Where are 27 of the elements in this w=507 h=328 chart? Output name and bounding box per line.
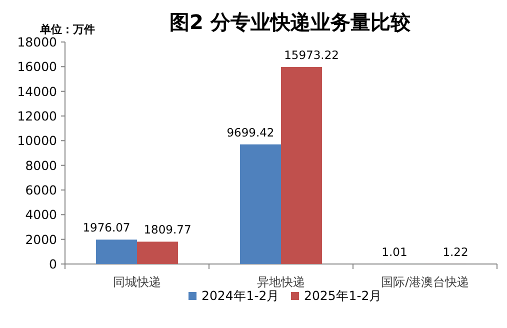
data-label: 1976.07 (82, 220, 130, 235)
y-tick-label: 6000 (25, 182, 58, 198)
y-tick-label: 4000 (25, 207, 58, 222)
bar (137, 242, 178, 264)
data-label: 1.01 (382, 244, 408, 259)
legend-label: 2025年1-2月 (304, 288, 382, 303)
bar (240, 144, 281, 264)
data-label: 15973.22 (284, 48, 339, 62)
data-label: 9699.42 (226, 125, 274, 140)
bar (96, 240, 137, 264)
y-tick-label: 0 (49, 256, 58, 272)
bar (281, 66, 322, 264)
y-tick-label: 10000 (17, 133, 58, 148)
data-label: 1.22 (442, 244, 468, 259)
y-tick-label: 14000 (17, 84, 58, 99)
y-tick-label: 12000 (17, 108, 58, 124)
data-label: 1809.77 (144, 222, 192, 237)
x-tick-label: 异地快递 (257, 275, 305, 289)
x-tick-label: 国际/港澳台快递 (380, 275, 470, 289)
x-tick-label: 同城快递 (113, 275, 161, 289)
y-tick-label: 18000 (17, 34, 58, 50)
y-tick-label: 2000 (25, 232, 58, 247)
y-tick-label: 8000 (25, 158, 58, 173)
chart-title: 图2 分专业快递业务量比较 (170, 10, 412, 34)
legend-label: 2024年1-2月 (202, 288, 280, 303)
y-tick-label: 16000 (17, 59, 58, 74)
y-axis-title: 单位：万件 (39, 23, 95, 36)
